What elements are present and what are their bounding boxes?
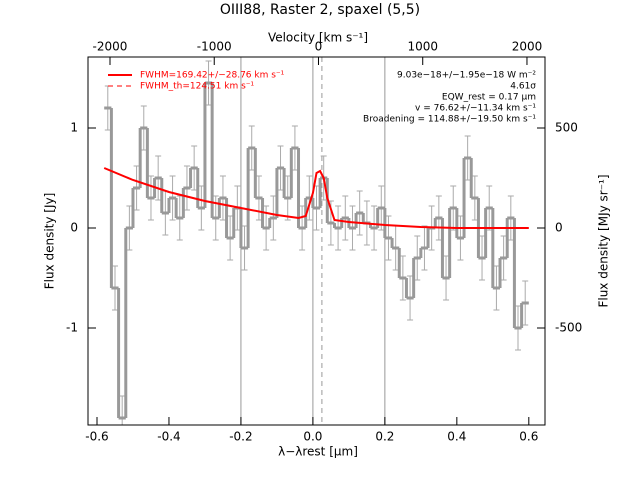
x-tick-label: -0.6	[85, 430, 108, 444]
x-tick-label: 0.4	[447, 430, 466, 444]
legend-label: FWHM_th=124.51 km s⁻¹	[140, 82, 255, 92]
fit-line	[103, 167, 529, 229]
y-tick-label: 0	[70, 221, 78, 235]
x2-tick-label: -2000	[93, 40, 128, 54]
x2-tick-label: 1000	[407, 40, 438, 54]
y-axis-label: Flux density [Jy]	[43, 193, 57, 290]
annotation: 9.03e−18+/−1.95e−18 W m⁻²	[397, 71, 536, 81]
x-tick-label: -0.2	[229, 430, 252, 444]
chart-title: OIII88, Raster 2, spaxel (5,5)	[220, 2, 420, 18]
x-axis-label: λ−λrest [μm]	[278, 445, 358, 459]
x2-tick-label: -1000	[197, 40, 232, 54]
plot-frame	[87, 56, 546, 426]
y2-axis-label: Flux density [MJy sr⁻¹]	[597, 174, 611, 307]
legend-label: FWHM=169.42+/−28.76 km s⁻¹	[140, 71, 285, 81]
x2-tick-label: 2000	[512, 40, 543, 54]
x-tick-label: 0.2	[375, 430, 394, 444]
spectrum	[104, 60, 529, 425]
x2-axis-label: Velocity [km s⁻¹]	[268, 31, 368, 45]
y-tick-label: 1	[70, 121, 78, 135]
annotation: v = 76.62+/−11.34 km s⁻¹	[415, 104, 536, 114]
annotation: Broadening = 114.88+/−19.50 km s⁻¹	[363, 115, 536, 125]
x-tick-label: 0.6	[519, 430, 538, 444]
y2-tick-label: -500	[555, 321, 582, 335]
y-tick-label: -1	[66, 321, 78, 335]
x2-tick-label: 0	[315, 40, 323, 54]
y2-tick-label: 500	[555, 121, 578, 135]
annotation: 4.61σ	[510, 82, 536, 92]
x-tick-label: -0.4	[157, 430, 180, 444]
annotation: EQW_rest = 0.17 μm	[442, 93, 536, 103]
x-tick-label: 0.0	[303, 430, 322, 444]
y2-tick-label: 0	[555, 221, 563, 235]
